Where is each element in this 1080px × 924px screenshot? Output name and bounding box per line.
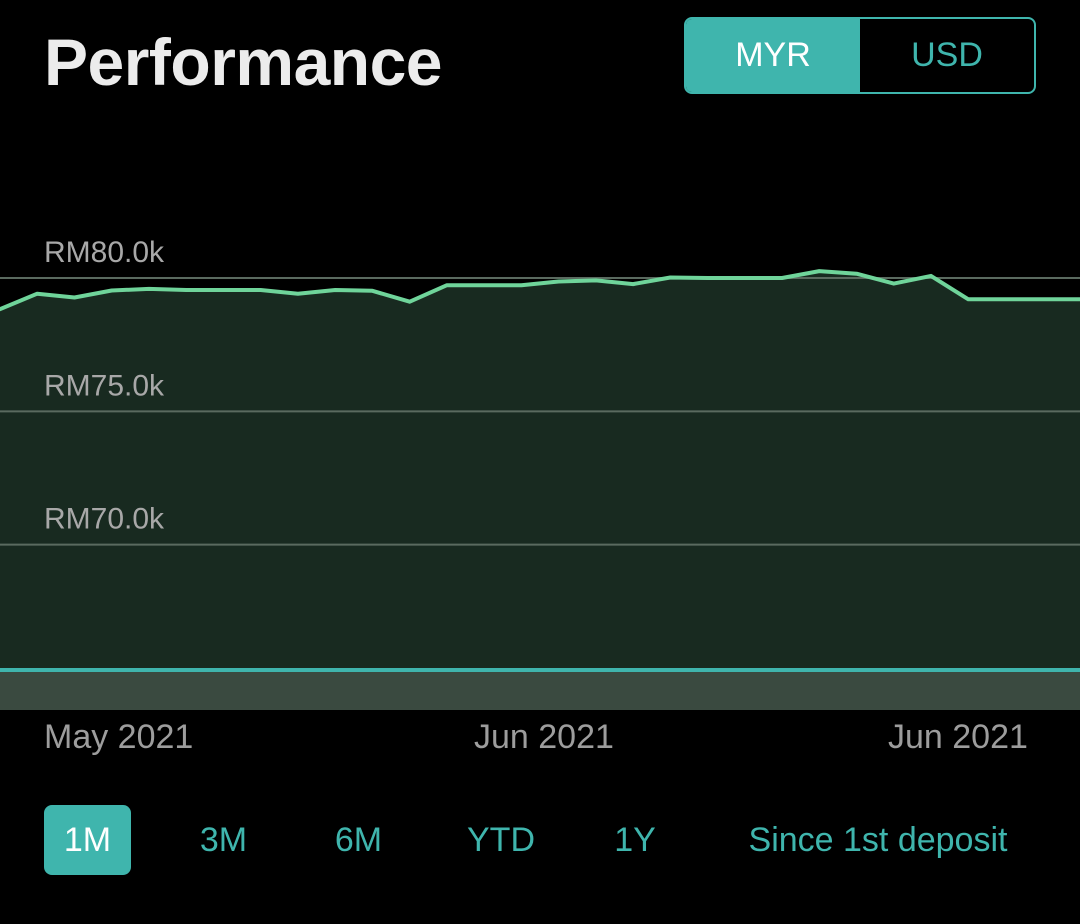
currency-toggle: MYR USD bbox=[684, 17, 1036, 94]
performance-chart[interactable]: RM80.0k RM75.0k RM70.0k bbox=[0, 150, 1080, 710]
range-option-3m[interactable]: 3M bbox=[199, 820, 248, 859]
x-axis-labels: May 2021 Jun 2021 Jun 2021 bbox=[0, 718, 1080, 768]
currency-option-myr[interactable]: MYR bbox=[686, 19, 860, 92]
range-option-1m[interactable]: 1M bbox=[44, 805, 131, 875]
x-tick-label: Jun 2021 bbox=[474, 718, 614, 756]
time-range-selector: 1M 3M 6M YTD 1Y Since 1st deposit bbox=[0, 800, 1080, 880]
chart-area-fill bbox=[0, 271, 1080, 670]
range-option-since-first-deposit[interactable]: Since 1st deposit bbox=[748, 820, 1008, 859]
x-tick-label: Jun 2021 bbox=[888, 718, 1028, 756]
currency-option-usd[interactable]: USD bbox=[911, 36, 983, 74]
series-line bbox=[0, 269, 1080, 312]
x-tick-label: May 2021 bbox=[44, 718, 194, 756]
range-option-6m[interactable]: 6M bbox=[334, 820, 383, 859]
chart-bottom-band bbox=[0, 670, 1080, 710]
y-tick-label: RM70.0k bbox=[44, 503, 165, 536]
range-option-ytd[interactable]: YTD bbox=[467, 820, 535, 859]
range-option-1y[interactable]: 1Y bbox=[614, 820, 656, 859]
y-tick-label: RM80.0k bbox=[44, 236, 165, 269]
y-tick-label: RM75.0k bbox=[44, 369, 165, 402]
page-title: Performance bbox=[44, 25, 443, 99]
